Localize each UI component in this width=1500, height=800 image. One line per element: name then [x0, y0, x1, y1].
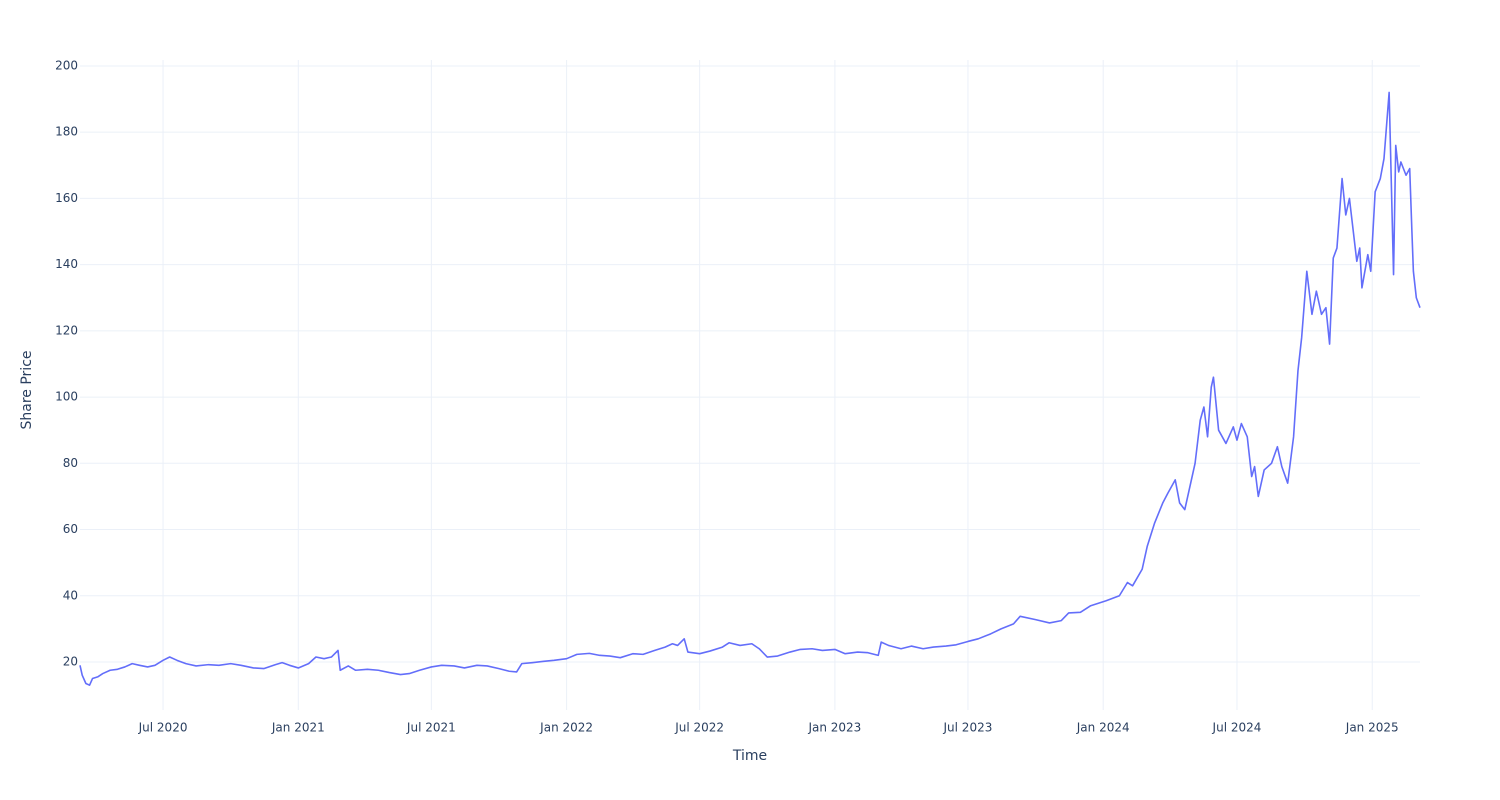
x-tick-label: Jan 2024: [1076, 721, 1130, 735]
y-tick-label: 20: [63, 654, 78, 668]
y-tick-label: 160: [55, 191, 78, 205]
y-tick-label: 60: [63, 522, 78, 536]
x-tick-label: Jul 2023: [943, 721, 993, 735]
y-tick-label: 80: [63, 456, 78, 470]
x-tick-label: Jan 2022: [539, 721, 593, 735]
x-tick-label: Jul 2024: [1212, 721, 1262, 735]
y-axis-title: Share Price: [19, 350, 35, 429]
x-tick-label: Jan 2025: [1345, 721, 1399, 735]
x-tick-label: Jul 2022: [674, 721, 724, 735]
x-tick-label: Jul 2020: [138, 721, 188, 735]
y-tick-label: 100: [55, 390, 78, 404]
y-tick-label: 140: [55, 257, 78, 271]
y-tick-label: 40: [63, 588, 78, 602]
x-tick-label: Jul 2021: [406, 721, 456, 735]
x-axis-title: Time: [732, 748, 767, 764]
y-tick-label: 180: [55, 125, 78, 139]
x-tick-label: Jan 2021: [271, 721, 325, 735]
price-line: [79, 91, 1421, 686]
y-tick-label: 200: [55, 58, 78, 72]
y-tick-label: 120: [55, 323, 78, 337]
x-tick-label: Jan 2023: [807, 721, 861, 735]
